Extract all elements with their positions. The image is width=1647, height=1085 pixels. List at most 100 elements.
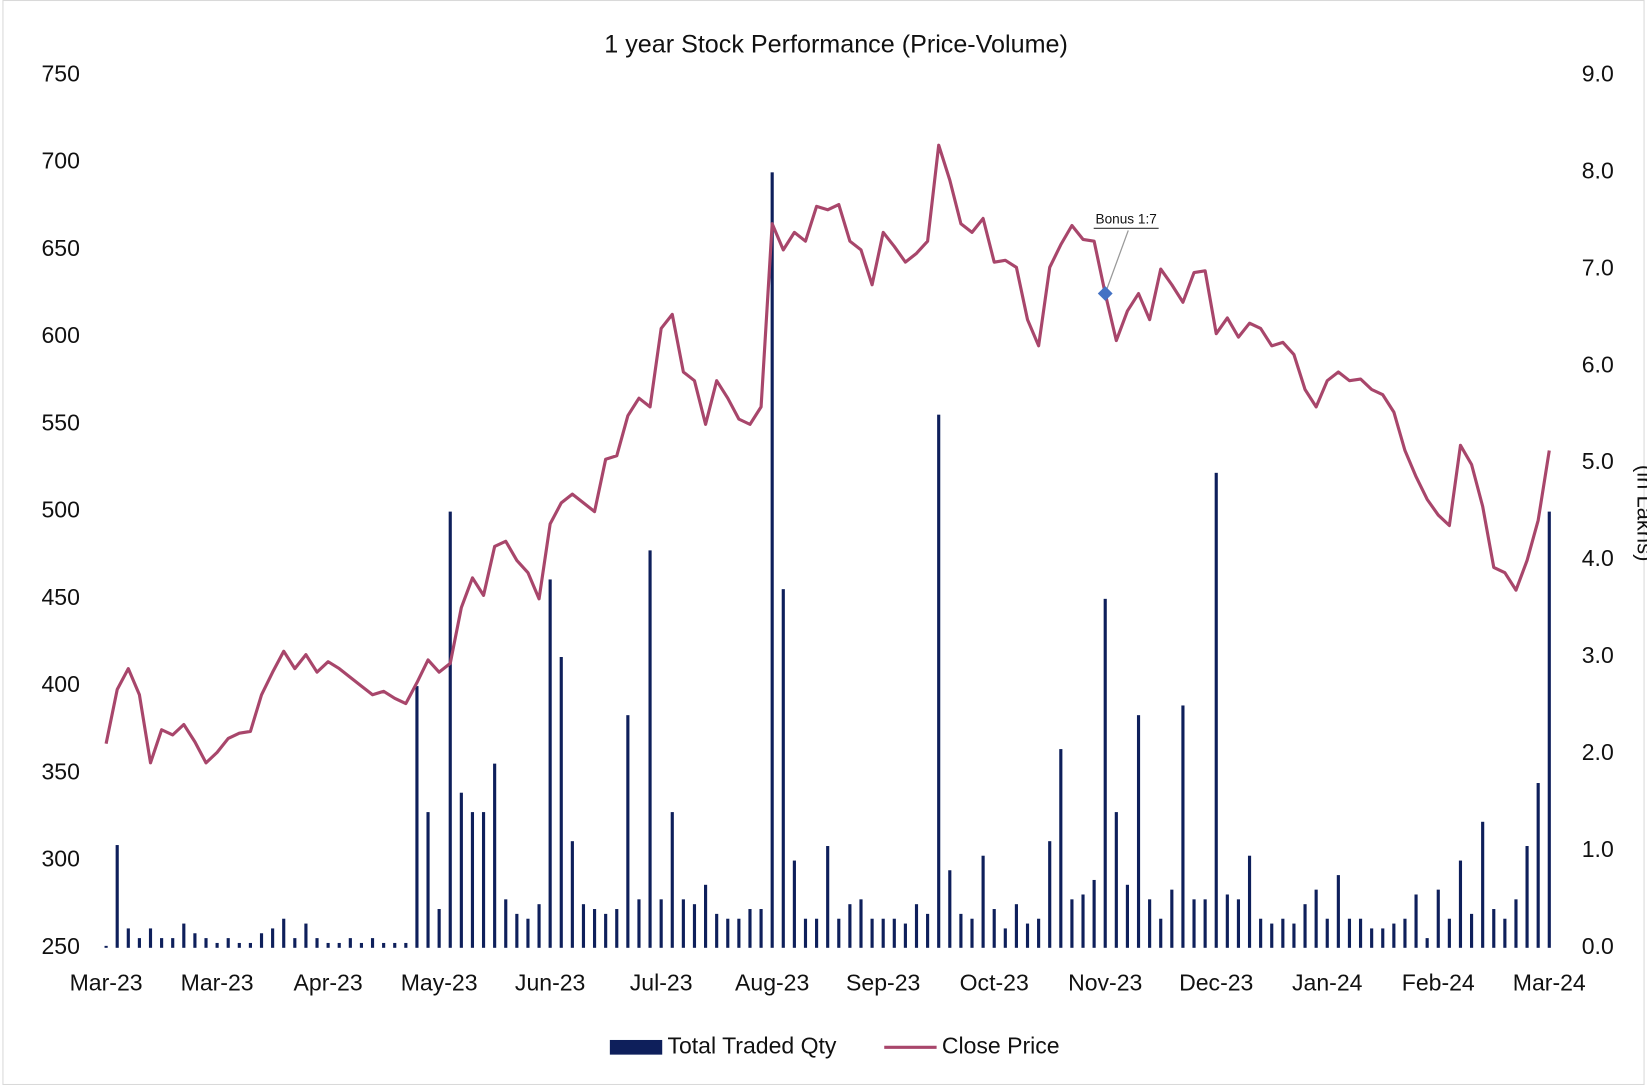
volume-bar: [870, 918, 874, 948]
volume-bar: [1392, 923, 1396, 948]
volume-bar: [914, 904, 919, 948]
volume-bar: [1037, 918, 1041, 948]
y-tick-label: 500: [41, 497, 79, 523]
volume-bar: [648, 550, 652, 948]
volume-bar: [470, 812, 475, 948]
x-tick-label: Feb-24: [1402, 970, 1475, 996]
volume-bar: [171, 938, 175, 948]
volume-bar: [1370, 928, 1374, 948]
volume-bar: [160, 938, 164, 948]
volume-bar: [459, 792, 463, 948]
volume-bar: [148, 928, 153, 948]
volume-bar: [226, 938, 230, 948]
volume-bar: [1525, 846, 1529, 948]
volume-bar: [1070, 899, 1074, 948]
volume-bar: [926, 913, 930, 948]
y2-tick-label: 9.0: [1582, 60, 1614, 86]
x-tick-label: Dec-23: [1179, 970, 1253, 996]
volume-bar: [204, 938, 208, 948]
volume-bar: [881, 918, 885, 948]
volume-bar: [792, 860, 796, 948]
volume-bar: [1114, 812, 1118, 948]
volume-bar: [781, 589, 785, 948]
volume-bar: [1059, 749, 1063, 948]
volume-bar: [1225, 894, 1229, 948]
volume-bar: [1547, 511, 1551, 948]
volume-bar: [537, 904, 541, 948]
volume-bar: [126, 928, 130, 948]
y2-tick-label: 4.0: [1582, 545, 1614, 571]
volume-bar: [393, 942, 397, 948]
y2-tick-label: 0.0: [1582, 933, 1614, 959]
volume-bar: [704, 884, 708, 948]
volume-bar: [1514, 899, 1518, 948]
x-tick-label: Mar-24: [1513, 970, 1586, 996]
volume-bar: [1481, 821, 1485, 948]
x-tick-label: Jun-23: [515, 970, 585, 996]
volume-bar: [1081, 894, 1085, 948]
volume-bar: [604, 913, 608, 948]
y-tick-label: 300: [41, 846, 79, 872]
y2-tick-label: 6.0: [1582, 351, 1614, 377]
y-tick-label: 750: [41, 60, 79, 86]
volume-bar: [1214, 472, 1218, 948]
volume-bar: [692, 904, 697, 948]
volume-bar: [415, 686, 419, 948]
volume-bar: [315, 938, 319, 948]
volume-bar: [1347, 918, 1352, 948]
volume-bar: [515, 913, 519, 948]
x-tick-label: Mar-23: [70, 970, 143, 996]
volume-bar: [1159, 918, 1163, 948]
volume-bar: [293, 938, 297, 948]
volume-bar: [193, 933, 197, 948]
y-tick-label: 250: [41, 933, 79, 959]
volume-bar: [1358, 918, 1363, 948]
volume-bar: [215, 942, 219, 948]
volume-bar: [837, 918, 841, 948]
volume-bar: [348, 938, 352, 948]
volume-bar: [992, 909, 996, 948]
volume-bar: [859, 899, 863, 948]
x-tick-label: Jul-23: [630, 970, 693, 996]
volume-bar: [715, 913, 719, 948]
y-tick-label: 400: [41, 671, 79, 697]
volume-bar: [1092, 879, 1096, 948]
volume-bar: [1259, 918, 1263, 948]
volume-bar: [1125, 884, 1129, 948]
volume-bar: [815, 918, 819, 948]
volume-bar: [1425, 938, 1429, 948]
legend-label: Close Price: [942, 1032, 1060, 1058]
price-line: [104, 143, 1551, 765]
volume-bar: [559, 657, 563, 948]
volume-bar: [903, 923, 907, 948]
volume-bar: [892, 918, 896, 948]
volume-bar: [1048, 841, 1052, 948]
x-tick-label: Oct-23: [960, 970, 1029, 996]
volume-bar: [304, 923, 308, 948]
volume-bar: [1203, 899, 1207, 948]
volume-bar: [637, 899, 641, 948]
volume-bar: [248, 942, 252, 948]
volume-bar: [493, 763, 497, 948]
volume-bar: [326, 942, 330, 948]
y-tick-label: 350: [41, 758, 79, 784]
volume-bar: [1236, 899, 1241, 948]
y2-tick-label: 3.0: [1582, 642, 1614, 668]
legend-label: Total Traded Qty: [667, 1032, 836, 1058]
annotation-text: Bonus 1:7: [1096, 212, 1157, 227]
volume-bar: [1003, 928, 1007, 948]
volume-bar: [182, 923, 186, 948]
x-tick-label: Apr-23: [294, 970, 363, 996]
volume-bar: [770, 172, 774, 948]
volume-bar: [981, 855, 985, 948]
volume-bar: [1447, 918, 1451, 948]
x-tick-label: Jan-24: [1292, 970, 1363, 996]
volume-bar: [426, 812, 430, 948]
volume-bar: [1469, 913, 1474, 948]
legend-swatch: [609, 1039, 663, 1055]
y2-tick-label: 8.0: [1582, 157, 1614, 183]
volume-bar: [1414, 894, 1418, 948]
volume-bar: [1136, 715, 1141, 948]
volume-bar: [1503, 918, 1507, 948]
